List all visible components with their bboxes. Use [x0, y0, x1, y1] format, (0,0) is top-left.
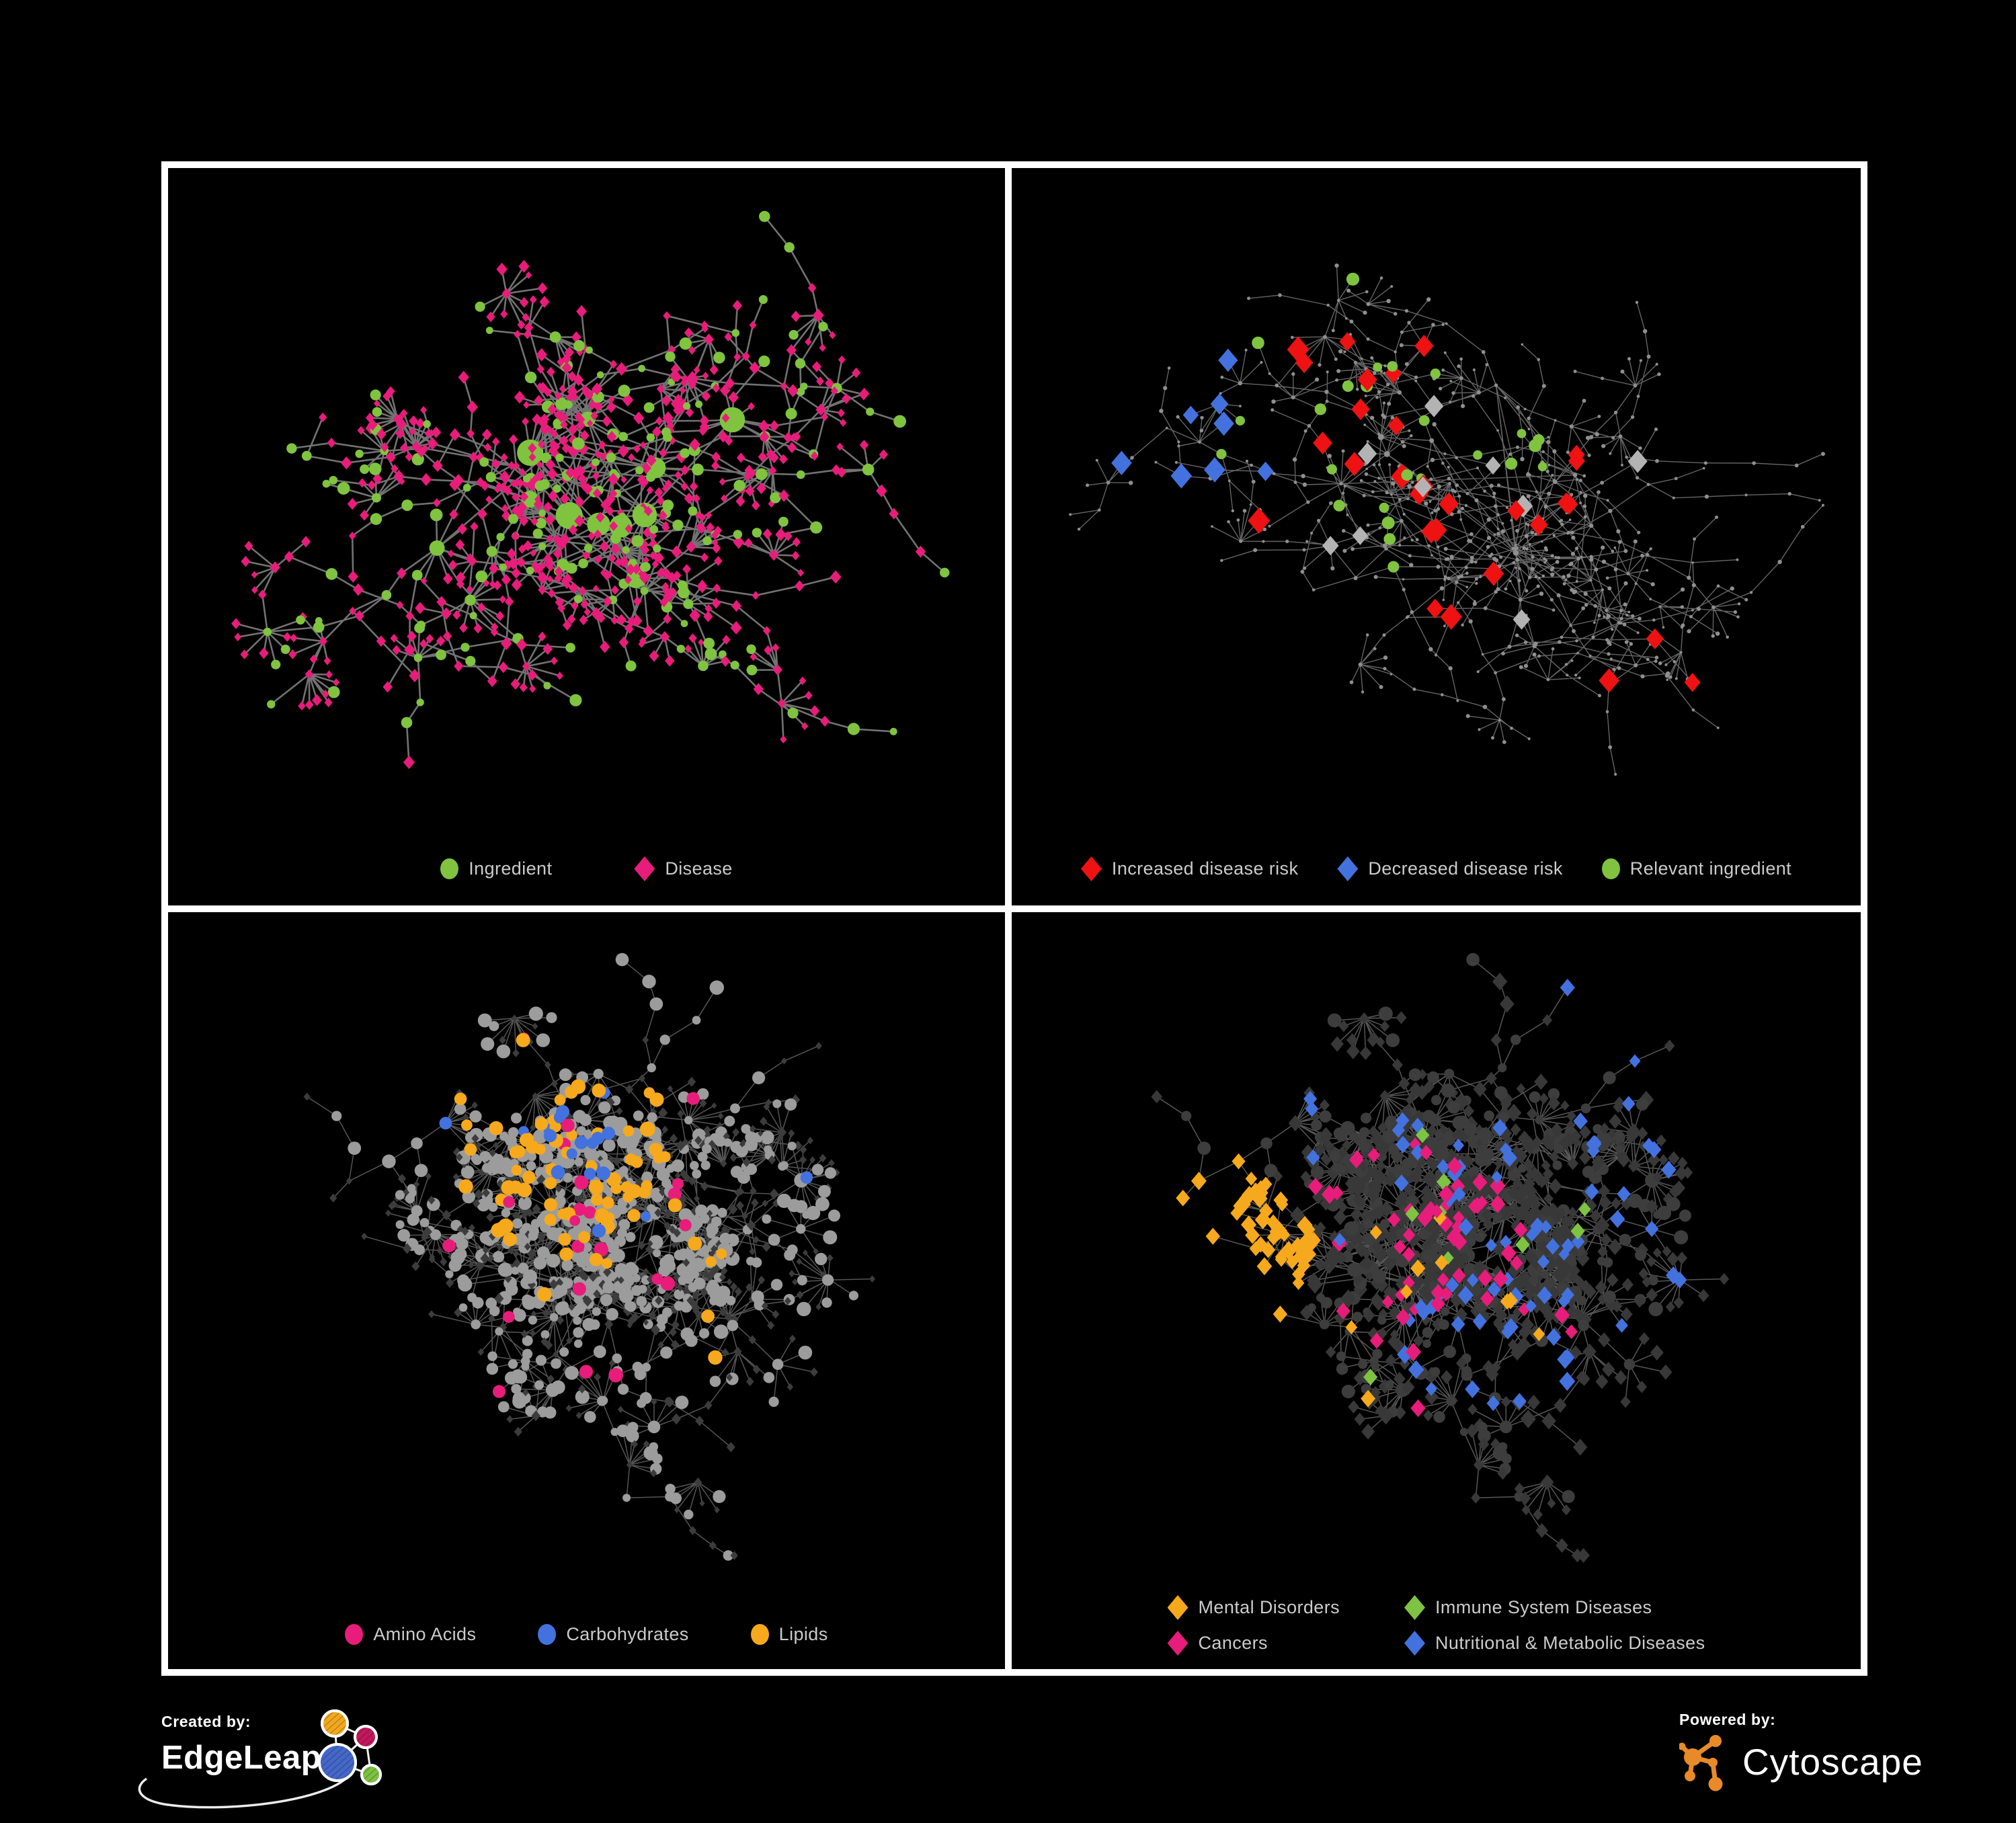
- legend-label: Relevant ingredient: [1629, 858, 1792, 879]
- immune-diseases-diamond-icon: [1404, 1595, 1425, 1620]
- ingredient-circle-icon: [440, 858, 459, 879]
- legend-item: Immune System Diseases: [1404, 1595, 1705, 1620]
- legend-item: Mental Disorders: [1167, 1595, 1340, 1620]
- legend-label: Immune System Diseases: [1435, 1597, 1652, 1617]
- legend-label: Ingredient: [469, 858, 553, 879]
- edgeleap-credit: Created by: EdgeLeap: [138, 1709, 403, 1817]
- lipids-circle-icon: [750, 1624, 769, 1645]
- cytoscape-credit: Powered by: Cytoscape: [1679, 1711, 1923, 1792]
- network-compound-classes: [303, 953, 876, 1561]
- legend-item: Carbohydrates: [538, 1624, 688, 1645]
- legend-item: Lipids: [750, 1624, 828, 1645]
- legend-item: Relevant ingredient: [1601, 858, 1792, 879]
- legend-ingredient-disease: Ingredient Disease: [168, 856, 1005, 881]
- legend-disease-risk: Increased disease risk Decreased disease…: [1012, 856, 1861, 881]
- decreased-risk-diamond-icon: [1337, 856, 1359, 881]
- relevant-ingredient-circle-icon: [1601, 858, 1620, 879]
- figure-grid-frame: Ingredient Disease Increased disease ris…: [161, 161, 1867, 1676]
- panel-ingredient-disease: Ingredient Disease: [168, 168, 1005, 905]
- legend-item: Increased disease risk: [1080, 856, 1299, 881]
- legend-item: Cancers: [1167, 1631, 1340, 1656]
- metabolic-diseases-diamond-icon: [1404, 1631, 1425, 1656]
- network-disease-categories: [1151, 953, 1730, 1563]
- cytoscape-wordmark: Cytoscape: [1742, 1741, 1923, 1783]
- amino-acids-circle-icon: [345, 1624, 364, 1645]
- panel-disease-categories: Mental Disorders Immune System Diseases …: [1012, 912, 1861, 1669]
- cancers-diamond-icon: [1167, 1631, 1188, 1656]
- created-by-label: Created by:: [161, 1713, 251, 1730]
- legend-item: Decreased disease risk: [1337, 856, 1562, 881]
- legend-compound-classes: Amino Acids Carbohydrates Lipids: [168, 1624, 1005, 1645]
- increased-risk-diamond-icon: [1080, 856, 1102, 881]
- cytoscape-logo: [1679, 1735, 1723, 1791]
- legend-label: Decreased disease risk: [1368, 858, 1563, 879]
- mental-disorders-diamond-icon: [1167, 1595, 1188, 1620]
- legend-label: Cancers: [1198, 1633, 1268, 1653]
- edgeleap-logo: [318, 1709, 382, 1785]
- legend-item: Ingredient: [440, 858, 552, 879]
- cytoscape-lockup: Cytoscape: [1679, 1732, 1923, 1792]
- legend-disease-categories: Mental Disorders Immune System Diseases …: [1012, 1595, 1861, 1656]
- legend-label: Lipids: [778, 1624, 828, 1644]
- edgeleap-swoosh: [138, 1772, 352, 1809]
- panel-disease-risk: Increased disease risk Decreased disease…: [1012, 168, 1861, 905]
- legend-item: Amino Acids: [345, 1624, 476, 1645]
- powered-by-label: Powered by:: [1679, 1711, 1776, 1728]
- legend-label: Carbohydrates: [566, 1624, 689, 1644]
- legend-item: Nutritional & Metabolic Diseases: [1404, 1631, 1705, 1656]
- network-ingredient-disease: [231, 210, 950, 770]
- legend-label: Mental Disorders: [1198, 1597, 1340, 1617]
- legend-label: Disease: [665, 858, 733, 879]
- network-disease-risk: [1069, 264, 1825, 776]
- disease-diamond-icon: [634, 856, 655, 881]
- carbohydrates-circle-icon: [538, 1624, 557, 1645]
- legend-label: Nutritional & Metabolic Diseases: [1435, 1633, 1705, 1653]
- legend-label: Amino Acids: [373, 1624, 477, 1644]
- edgeleap-wordmark: EdgeLeap: [161, 1740, 322, 1776]
- panel-compound-classes: Amino Acids Carbohydrates Lipids: [168, 912, 1005, 1669]
- legend-label: Increased disease risk: [1111, 858, 1299, 879]
- legend-item: Disease: [634, 856, 732, 881]
